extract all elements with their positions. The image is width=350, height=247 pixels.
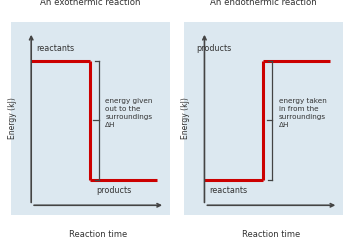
Text: Energy (kJ): Energy (kJ) (8, 98, 16, 140)
Text: Reaction time: Reaction time (69, 230, 127, 239)
Text: energy given
out to the
surroundings
ΔH: energy given out to the surroundings ΔH (105, 98, 153, 128)
Text: Reaction time: Reaction time (242, 230, 300, 239)
Text: products: products (97, 186, 132, 195)
Text: An exothermic reaction: An exothermic reaction (40, 0, 140, 7)
Text: reactants: reactants (209, 186, 247, 195)
Text: An endothermic reaction: An endothermic reaction (210, 0, 317, 7)
Text: products: products (196, 44, 232, 53)
Text: energy taken
in from the
surroundings
ΔH: energy taken in from the surroundings ΔH (279, 98, 326, 128)
Text: reactants: reactants (36, 44, 74, 53)
Text: Energy (kJ): Energy (kJ) (181, 98, 190, 140)
